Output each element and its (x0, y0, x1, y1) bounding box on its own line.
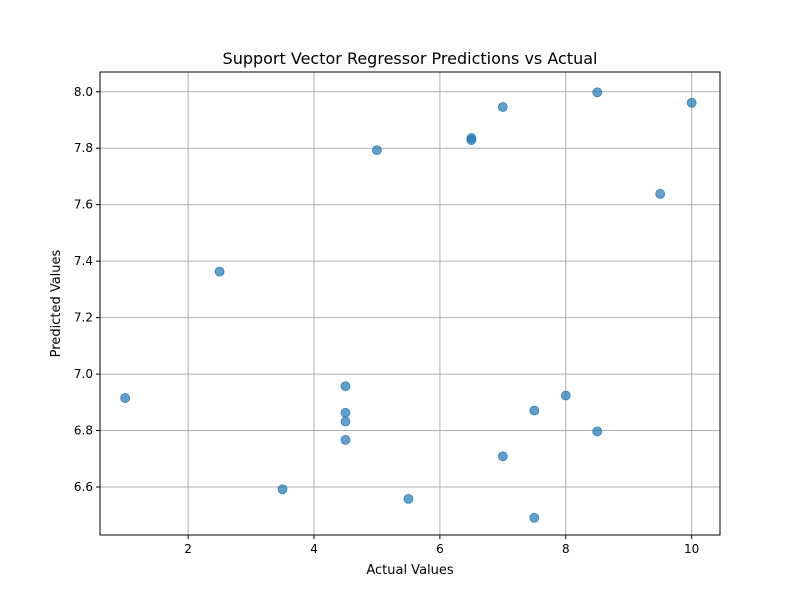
data-point (560, 390, 571, 401)
y-axis-label: Predicted Values (49, 249, 64, 357)
data-point (372, 145, 382, 156)
data-point (686, 97, 697, 108)
y-axis-ticks: 6.6 6.8 7.0 7.2 7.4 7.6 7.8 8.0 (74, 85, 100, 494)
data-point (214, 266, 225, 277)
data-point (340, 434, 351, 445)
x-tick-label: 6 (436, 542, 444, 556)
data-point (120, 393, 131, 403)
data-point (529, 405, 540, 416)
x-tick-label: 10 (684, 542, 699, 556)
y-tick-label: 7.6 (74, 198, 93, 212)
data-point (497, 102, 508, 112)
data-points (120, 87, 697, 523)
y-tick-label: 7.4 (74, 254, 93, 268)
data-point (403, 493, 414, 504)
x-tick-label: 8 (562, 542, 570, 556)
plot-frame (99, 71, 721, 536)
data-point (592, 426, 603, 437)
y-tick-label: 6.6 (74, 480, 93, 494)
data-point (340, 381, 351, 392)
data-point (592, 87, 603, 98)
data-point (340, 407, 351, 418)
y-tick-label: 8.0 (74, 85, 93, 99)
y-tick-label: 6.8 (74, 424, 93, 438)
x-axis-ticks: 2 4 6 8 10 (184, 535, 699, 556)
data-point (529, 512, 540, 523)
x-tick-label: 4 (310, 542, 318, 556)
y-tick-label: 7.8 (74, 141, 93, 155)
y-tick-label: 7.0 (74, 367, 93, 381)
x-tick-label: 2 (184, 542, 192, 556)
y-tick-label: 7.2 (74, 311, 93, 325)
data-point (466, 135, 477, 145)
data-point (277, 484, 288, 495)
chart-title: Support Vector Regressor Predictions vs … (223, 49, 598, 68)
data-point (340, 416, 351, 427)
x-axis-label: Actual Values (366, 563, 454, 578)
grid (100, 72, 720, 535)
data-point (497, 451, 508, 462)
data-point (655, 189, 666, 199)
